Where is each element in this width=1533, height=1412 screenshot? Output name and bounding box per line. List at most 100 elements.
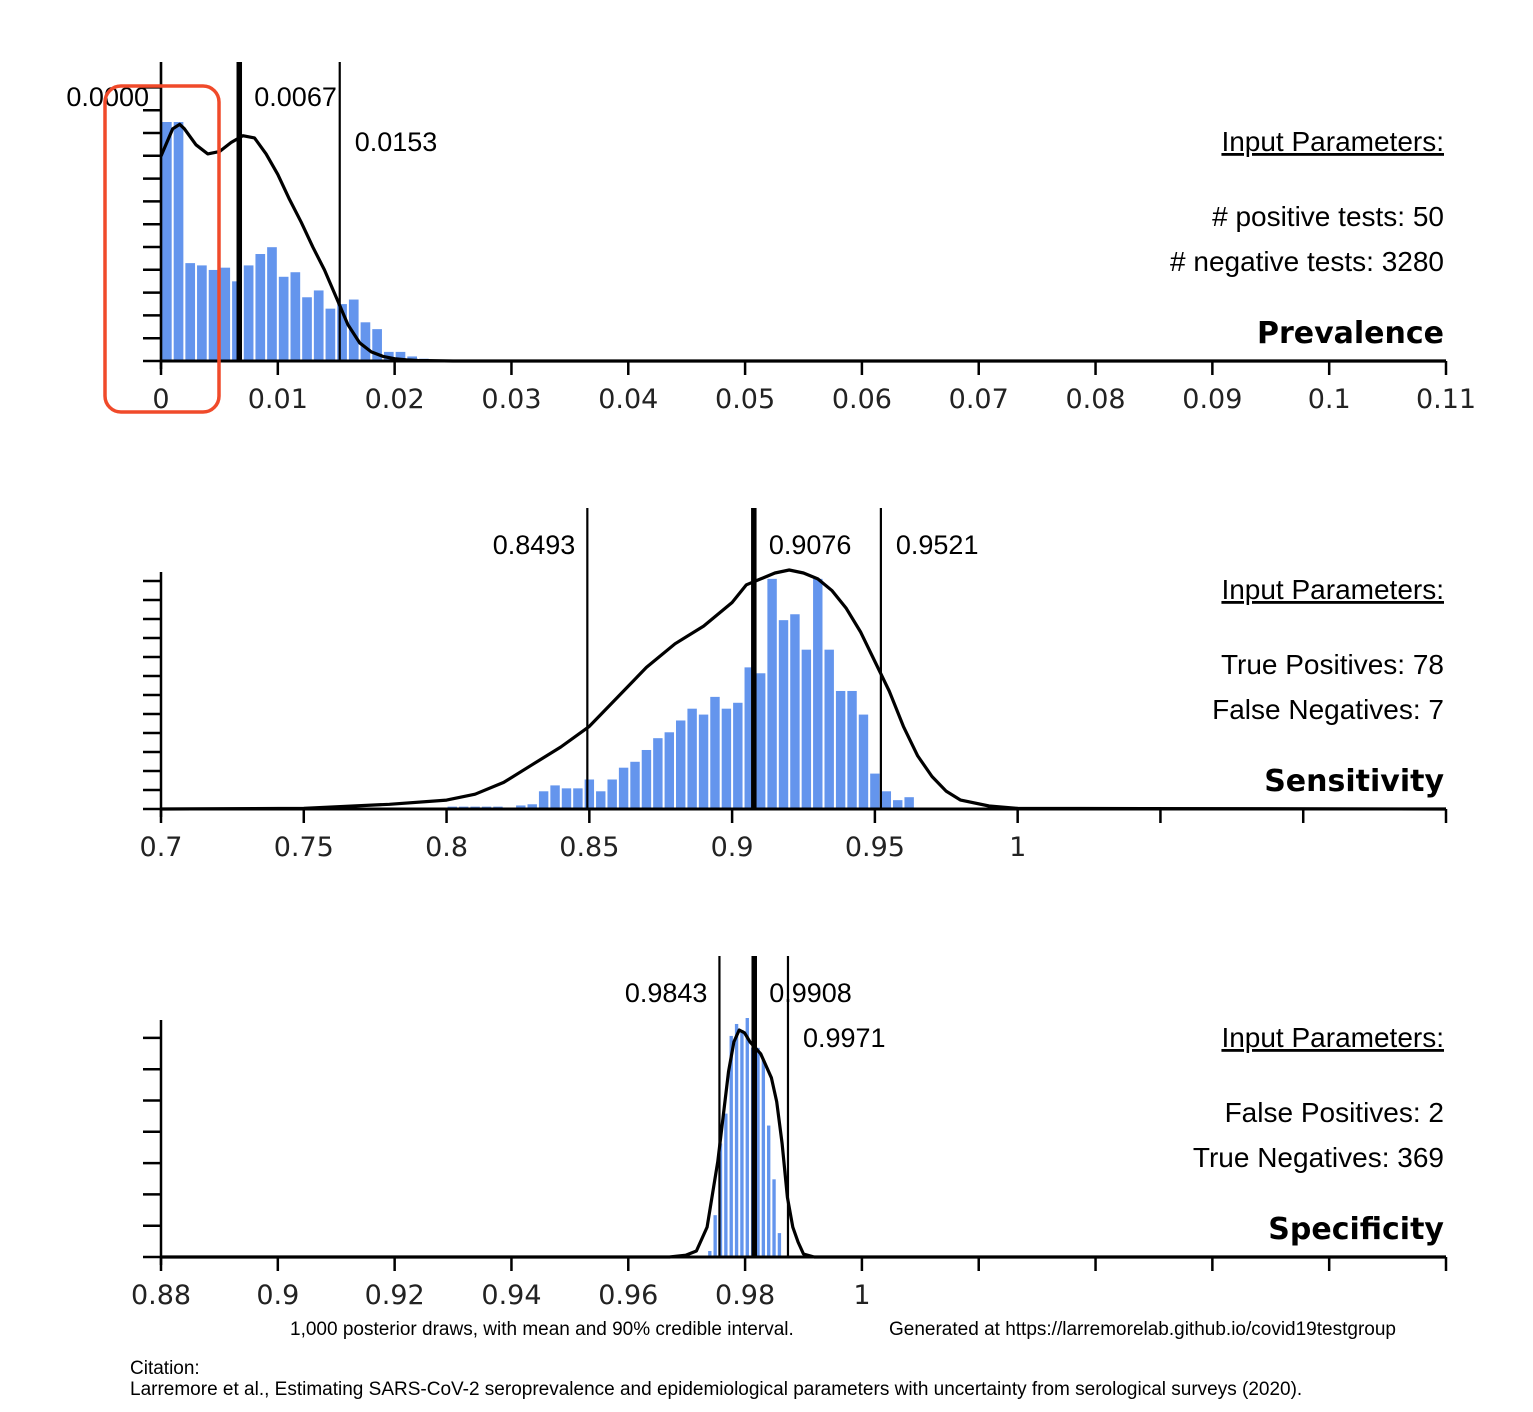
histogram-bar: [904, 797, 914, 809]
density-curve: [161, 1028, 1446, 1259]
x-tick-label: 0.9: [711, 832, 754, 863]
x-tick-label: 0.1: [1308, 384, 1351, 415]
histogram-bar: [740, 1029, 744, 1257]
x-tick-label: 1: [853, 1280, 870, 1311]
histogram-bar: [733, 702, 743, 809]
panel-sensitivity: 0.7 0.75 0.8 0.85 0.9 0.95 1 0.8493 0.9076 0.9521…: [140, 508, 1448, 863]
density-curve: [160, 568, 1447, 811]
histogram-bar: [313, 290, 324, 361]
param-value: False Positives: 2: [1225, 1097, 1444, 1128]
panel-title: Specificity: [1268, 1212, 1444, 1247]
histogram-bar: [527, 804, 537, 809]
histogram-bar: [607, 779, 617, 809]
highlight-box: [103, 84, 221, 414]
histogram-bar: [596, 791, 606, 809]
histogram-bar: [185, 263, 196, 361]
ci-mean-label: 0.9076: [769, 530, 852, 560]
x-tick-label: 0.05: [715, 384, 775, 415]
x-tick-label: 1: [1009, 832, 1026, 863]
histogram-bar: [721, 708, 732, 809]
x-tick-label: 0.02: [365, 384, 425, 415]
histogram-bar: [756, 1047, 760, 1257]
histogram-bar: [372, 329, 382, 361]
histogram-bar: [584, 779, 595, 809]
histogram-bar: [893, 800, 903, 809]
x-tick-label: 0.92: [365, 1280, 425, 1311]
x-tick-label: 0.8: [425, 832, 468, 863]
histogram-bar: [687, 708, 697, 809]
histogram-bar: [801, 649, 812, 809]
x-tick-label: 0.04: [598, 384, 658, 415]
histogram-bar: [813, 578, 823, 809]
histogram-bar: [561, 788, 572, 809]
x-tick-label: 0.03: [481, 384, 541, 415]
histogram-bar: [698, 714, 709, 809]
histogram-bar: [173, 122, 184, 361]
ci-mean-label: 0.0067: [254, 82, 337, 112]
density-curve: [159, 122, 1446, 363]
x-tick-label: 0.07: [949, 384, 1009, 415]
histogram-bar: [777, 1233, 782, 1257]
citation-text: Larremore et al., Estimating SARS-CoV-2 …: [130, 1379, 1303, 1400]
histogram-bar: [630, 761, 640, 809]
x-tick-label: 0.09: [1182, 384, 1242, 415]
x-tick-label: 0.7: [140, 832, 183, 863]
histogram-bar: [755, 673, 766, 809]
x-tick-label: 0.98: [715, 1280, 775, 1311]
ci-mean-label: 0.9908: [769, 978, 852, 1008]
histogram-bar: [325, 308, 336, 361]
histogram-bar: [858, 714, 869, 809]
histogram-bar: [790, 614, 800, 809]
panel-prevalence: 0 0.01 0.02 0.03 0.04 0.05 0.06 0.07 0.08 0.09 0.1…: [66, 62, 1476, 415]
histogram-bar: [348, 299, 359, 361]
histogram-bar: [724, 1113, 728, 1257]
x-tick-label: 0.94: [481, 1280, 541, 1311]
histogram-bar: [744, 667, 754, 809]
panel-title: Sensitivity: [1264, 764, 1444, 799]
histogram-bar: [729, 1035, 733, 1257]
histogram-bar: [734, 1023, 739, 1257]
histogram-bar: [162, 122, 172, 361]
histogram-bar: [664, 732, 674, 809]
histogram-bar: [538, 791, 549, 809]
x-tick-label: 0.01: [248, 384, 308, 415]
params-heading: Input Parameters:: [1221, 574, 1444, 605]
histogram-bar: [708, 1251, 712, 1257]
params-heading: Input Parameters:: [1221, 126, 1444, 157]
x-tick-label: 0.75: [274, 832, 334, 863]
x-tick-label: 0: [152, 384, 169, 415]
x-tick-label: 0.08: [1065, 384, 1125, 415]
params-heading: Input Parameters:: [1221, 1022, 1444, 1053]
x-tick-label: 0.85: [559, 832, 619, 863]
ci-upper-label: 0.9521: [896, 530, 979, 560]
histogram-bar: [778, 620, 789, 809]
histogram-bar: [618, 767, 629, 809]
histogram-bar: [290, 272, 301, 361]
histogram-bar: [835, 690, 846, 809]
x-tick-label: 0.9: [256, 1280, 299, 1311]
x-tick-label: 0.88: [131, 1280, 191, 1311]
panel-specificity: 0.88 0.9 0.92 0.94 0.96 0.98 1 0.9843 0.9908 0.99…: [131, 956, 1448, 1311]
ci-upper-label: 0.9971: [803, 1023, 886, 1053]
histogram-bar: [761, 1059, 766, 1257]
histogram-bar: [870, 773, 880, 809]
histogram-bar: [278, 276, 289, 361]
histogram-bar: [713, 1215, 717, 1257]
panel-title: Prevalence: [1257, 316, 1444, 351]
histogram-bar: [641, 749, 652, 809]
histogram-bar: [267, 247, 277, 361]
ci-lower-label: 0.8493: [493, 530, 576, 560]
footer-caption: 1,000 posterior draws, with mean and 90%…: [290, 1319, 794, 1340]
x-tick-label: 0.06: [832, 384, 892, 415]
histogram-bar: [208, 269, 219, 361]
x-tick-label: 0.95: [845, 832, 905, 863]
histogram-bar: [516, 805, 526, 809]
histogram-bar: [255, 254, 266, 361]
histogram-bar: [710, 696, 720, 809]
histogram-bar: [573, 788, 583, 809]
x-tick-label: 0.96: [598, 1280, 658, 1311]
histogram-bar: [243, 265, 254, 361]
x-tick-label: 0.11: [1416, 384, 1476, 415]
param-value: # positive tests: 50: [1212, 201, 1444, 232]
param-value: # negative tests: 3280: [1170, 246, 1444, 277]
